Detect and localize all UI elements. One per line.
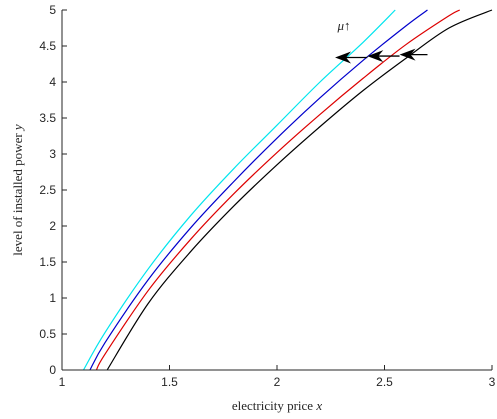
y-tick-label: 4 bbox=[49, 75, 56, 89]
y-tick-label: 0.5 bbox=[39, 327, 56, 341]
x-tick-label: 3 bbox=[489, 375, 496, 389]
annotation-mu-up: μ↑ bbox=[337, 18, 351, 33]
y-tick-label: 4.5 bbox=[39, 39, 56, 53]
x-axis-label: electricity price x bbox=[232, 398, 322, 413]
y-axis-label-var: y bbox=[10, 124, 25, 132]
x-tick-label: 2 bbox=[274, 375, 281, 389]
y-tick-label: 2.5 bbox=[39, 183, 56, 197]
shift-arrow-head bbox=[335, 51, 352, 64]
y-tick-label: 3.5 bbox=[39, 111, 56, 125]
shift-arrow bbox=[367, 50, 400, 63]
x-ticks: 1 1.5 2 2.5 3 bbox=[59, 365, 496, 389]
x-axis-label-var: x bbox=[315, 398, 322, 413]
x-axis-label-text: electricity price bbox=[232, 398, 313, 413]
series-line-3 bbox=[95, 9, 461, 371]
plot-arrows bbox=[335, 48, 428, 64]
plot-curves bbox=[82, 9, 493, 371]
axes bbox=[61, 10, 492, 371]
y-tick-label: 3 bbox=[49, 147, 56, 161]
y-axis-label-text: level of installed power bbox=[10, 133, 25, 256]
x-tick-label: 1.5 bbox=[161, 375, 178, 389]
series-line-2 bbox=[89, 9, 428, 371]
y-tick-label: 1.5 bbox=[39, 255, 56, 269]
y-tick-label: 0 bbox=[49, 363, 56, 377]
y-ticks: 0 0.5 1 1.5 2 2.5 3 3.5 4 4.5 5 bbox=[39, 3, 67, 377]
series-line-1 bbox=[82, 9, 396, 371]
x-tick-label: 2.5 bbox=[376, 375, 393, 389]
y-tick-label: 5 bbox=[49, 3, 56, 17]
series-line-4 bbox=[106, 9, 493, 371]
x-tick-label: 1 bbox=[59, 375, 66, 389]
shift-arrow-head bbox=[399, 48, 416, 61]
y-axis-label: level of installed power y bbox=[10, 124, 25, 256]
y-tick-label: 1 bbox=[49, 291, 56, 305]
y-tick-label: 2 bbox=[49, 219, 56, 233]
shift-arrow bbox=[399, 48, 428, 61]
shift-arrow bbox=[335, 51, 368, 64]
shift-arrow-head bbox=[367, 50, 384, 63]
